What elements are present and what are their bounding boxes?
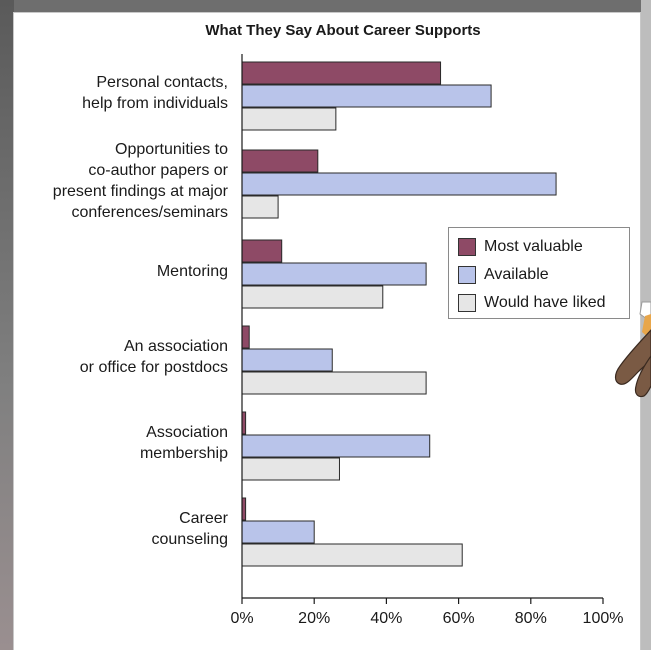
category-label-4: Association membership: [139, 424, 228, 462]
pointing-hand-icon: [614, 301, 651, 398]
bar-available-0: [241, 84, 492, 108]
bar-most-valuable-1: [241, 149, 319, 173]
bar-would-have-liked-4: [241, 457, 340, 481]
bar-would-have-liked-3: [241, 371, 427, 395]
x-tick-label-0: 0%: [230, 610, 254, 627]
category-label-0: Personal contacts, help from individuals: [82, 74, 228, 112]
bar-would-have-liked-2: [241, 285, 384, 309]
legend-label-available: Available: [484, 266, 549, 283]
legend: Most valuable Available Would have liked: [448, 227, 630, 319]
category-label-2: Mentoring: [156, 262, 228, 280]
x-tick-label-3: 60%: [442, 610, 475, 627]
bar-would-have-liked-1: [241, 195, 279, 219]
category-label-3: An association or office for postdocs: [79, 338, 228, 376]
x-tick-label-1: 20%: [298, 610, 331, 627]
category-label-1: Opportunities to co-author papers or pre…: [52, 141, 228, 221]
bar-would-have-liked-0: [241, 107, 337, 131]
legend-label-would-have-liked: Would have liked: [484, 294, 606, 311]
bar-available-2: [241, 262, 427, 286]
category-label-5: Career counseling: [151, 510, 229, 548]
legend-swatch-would-have-liked: [458, 294, 476, 312]
x-ticks-group: [241, 598, 604, 604]
bar-most-valuable-0: [241, 61, 442, 85]
legend-swatch-most-valuable: [458, 238, 476, 256]
bar-would-have-liked-5: [241, 543, 463, 567]
chart-title: What They Say About Career Supports: [205, 22, 481, 39]
bar-available-5: [241, 520, 315, 544]
x-tick-label-5: 100%: [582, 610, 624, 627]
x-tick-label-4: 80%: [514, 610, 547, 627]
legend-label-most-valuable: Most valuable: [484, 238, 583, 255]
bar-most-valuable-3: [241, 325, 250, 349]
legend-swatch-available: [458, 266, 476, 284]
bar-available-1: [241, 172, 557, 196]
bar-available-3: [241, 348, 333, 372]
x-tick-label-2: 40%: [370, 610, 403, 627]
bar-most-valuable-2: [241, 239, 283, 263]
background-left: [0, 0, 14, 650]
bar-available-4: [241, 434, 431, 458]
